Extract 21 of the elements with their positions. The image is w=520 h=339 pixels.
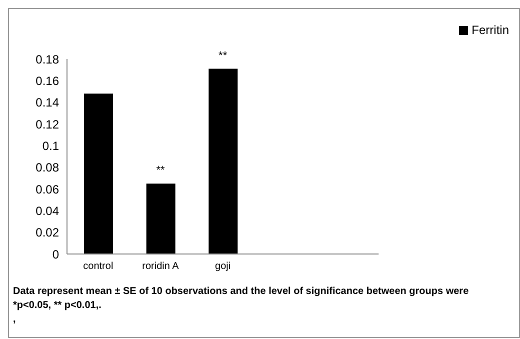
y-tick-label: 0.1 (42, 138, 60, 153)
y-tick-label: 0.04 (36, 204, 60, 218)
y-tick-label: 0 (52, 247, 60, 262)
x-tick-label: control (83, 261, 114, 272)
legend-label: Ferritin (472, 23, 509, 37)
text: , (13, 313, 17, 327)
bar (146, 184, 176, 254)
y-tick-label: 0.06 (36, 182, 60, 196)
y-tick-label: 0.08 (36, 160, 60, 175)
y-tick-label: 0.02 (36, 226, 60, 240)
x-tick-label: roridin A (142, 261, 180, 272)
bar (84, 94, 113, 254)
y-tick-label: 0.14 (36, 96, 60, 110)
y-tick-label: 0.12 (36, 117, 60, 132)
x-tick-label: goji (215, 261, 231, 272)
text: Data represent mean ± SE of 10 observations and the level of significance between groups were *p<0.05, ** p<0.01,. (13, 285, 470, 313)
annotation: ** (218, 50, 228, 62)
bar (208, 68, 238, 254)
annotation: ** (156, 164, 166, 177)
y-tick-label: 0.18 (36, 52, 60, 66)
y-tick-label: 0.16 (36, 74, 60, 88)
